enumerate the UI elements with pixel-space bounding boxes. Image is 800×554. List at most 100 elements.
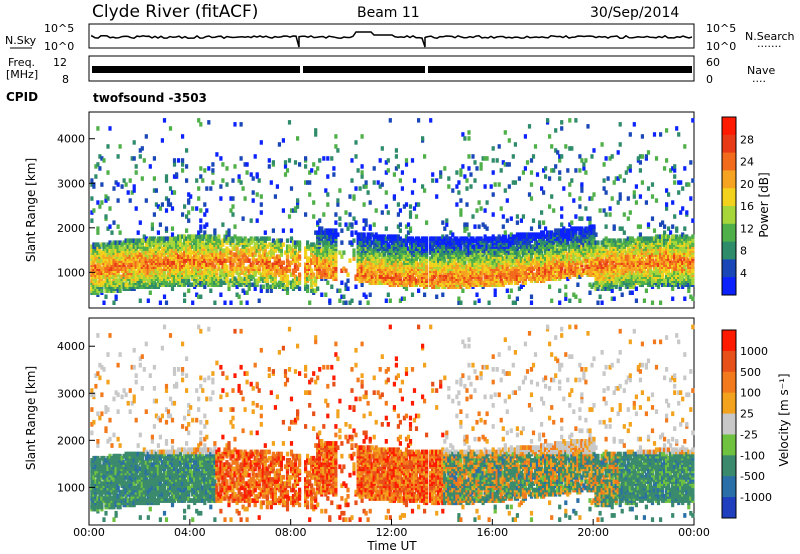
power-cell xyxy=(219,196,223,201)
power-cell xyxy=(443,280,447,285)
power-cell xyxy=(445,262,449,267)
power-cell xyxy=(114,284,118,289)
power-cell xyxy=(435,236,439,241)
power-cell xyxy=(360,266,364,271)
power-cell xyxy=(558,228,562,233)
power-cell xyxy=(211,180,215,185)
power-cell xyxy=(283,278,288,283)
power-cell xyxy=(531,258,536,263)
power-cell xyxy=(98,244,102,249)
power-cell xyxy=(483,224,487,229)
power-cell xyxy=(538,232,542,237)
power-cell xyxy=(304,252,308,257)
power-cell xyxy=(580,182,584,187)
power-cell xyxy=(235,266,239,271)
power-cell xyxy=(275,254,279,259)
power-cell xyxy=(499,168,503,173)
power-cell xyxy=(400,186,404,191)
power-cell xyxy=(209,234,213,239)
power-cell xyxy=(572,266,576,271)
nsky-tick-bottom: 10^0 xyxy=(44,40,74,53)
power-cell xyxy=(245,162,249,167)
power-cell xyxy=(350,222,354,227)
power-cell xyxy=(112,300,116,305)
power-cell xyxy=(281,138,285,143)
power-cell xyxy=(227,280,231,285)
power-cell xyxy=(461,278,465,283)
power-cell xyxy=(219,268,223,273)
power-cell xyxy=(364,222,368,227)
power-cell xyxy=(207,268,211,273)
power-cell xyxy=(249,236,253,241)
power-cell xyxy=(358,186,362,191)
power-cell xyxy=(396,234,400,239)
power-cell xyxy=(380,240,384,245)
power-cell xyxy=(134,238,138,243)
power-cell xyxy=(380,210,384,215)
power-cell xyxy=(570,178,574,183)
power-cell xyxy=(118,274,122,279)
power-cell xyxy=(473,258,477,263)
power-cell xyxy=(459,244,463,249)
power-cell xyxy=(90,260,94,265)
power-cell xyxy=(320,226,324,231)
power-cell xyxy=(358,232,362,237)
power-cell xyxy=(108,248,112,253)
power-cell xyxy=(376,234,380,239)
power-cell xyxy=(201,274,205,279)
power-cell xyxy=(505,266,509,271)
power-cell xyxy=(108,254,112,259)
power-cell xyxy=(483,184,487,189)
power-cell xyxy=(481,256,485,261)
power-cell xyxy=(239,122,243,127)
power-cell xyxy=(521,276,525,281)
power-cell xyxy=(255,192,259,197)
power-cell xyxy=(185,264,189,269)
power-cell xyxy=(312,280,316,285)
power-cell xyxy=(320,292,324,297)
power-cell xyxy=(259,194,263,199)
power-cell xyxy=(304,262,308,267)
power-cell xyxy=(324,268,328,273)
power-cell xyxy=(342,266,346,271)
power-cell xyxy=(308,274,312,279)
power-cell xyxy=(316,220,320,225)
power-cell xyxy=(261,258,265,263)
power-cell xyxy=(265,272,269,277)
power-cell xyxy=(366,276,370,281)
power-cell xyxy=(342,300,346,305)
power-cell xyxy=(562,232,566,237)
power-cell xyxy=(459,208,463,213)
power-cell xyxy=(408,236,413,241)
power-cell xyxy=(195,260,199,265)
power-cell xyxy=(384,160,388,165)
power-cell xyxy=(550,230,554,235)
power-cell xyxy=(312,288,316,293)
power-cell xyxy=(336,148,340,153)
power-cell xyxy=(578,216,582,221)
power-cell xyxy=(386,292,390,297)
power-cell xyxy=(203,284,207,289)
power-cell xyxy=(404,162,409,167)
power-cell xyxy=(132,270,136,275)
power-cell xyxy=(483,208,487,213)
power-cell xyxy=(213,234,217,239)
power-cell xyxy=(408,258,413,263)
power-cell xyxy=(493,182,497,187)
power-cell xyxy=(177,266,181,271)
power-cell xyxy=(394,234,398,239)
power-cell xyxy=(296,198,300,203)
power-cell xyxy=(124,266,128,271)
power-cell xyxy=(372,180,376,185)
power-cell xyxy=(241,250,245,255)
power-cell xyxy=(298,162,302,167)
power-cell xyxy=(447,268,451,273)
power-cell xyxy=(231,252,235,257)
power-cell xyxy=(568,146,572,151)
power-cell xyxy=(120,184,124,189)
power-cell xyxy=(112,248,116,253)
power-cell xyxy=(312,260,316,265)
power-cell xyxy=(376,258,380,263)
power-cell xyxy=(314,248,318,253)
power-cell xyxy=(461,132,465,137)
